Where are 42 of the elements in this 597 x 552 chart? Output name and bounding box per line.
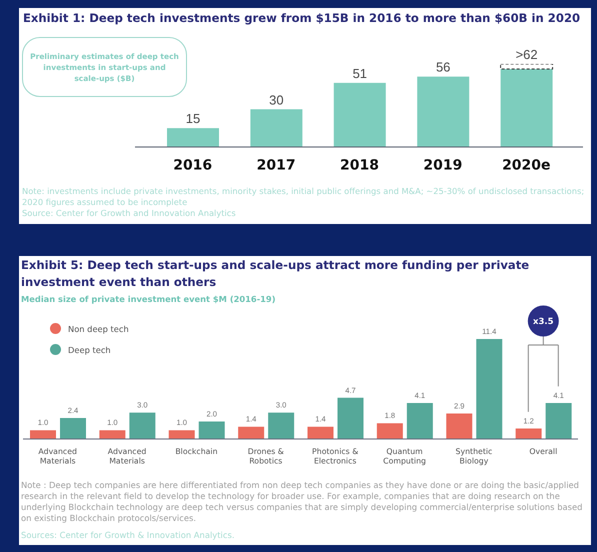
source-note: Source: Center for Growth and Innovation Analytics [22,208,237,219]
bar [516,428,542,439]
bar [500,69,553,147]
bar [99,430,126,439]
data-label: 56 [436,60,450,75]
bar [198,421,225,439]
x-tick-label: 2017 [256,158,296,174]
chart-title: Exhibit 1: Deep tech investments grew from $15B in 2016 to more than $60B in 2020 [23,10,582,26]
bar [308,426,334,439]
data-label: >62 [516,47,538,62]
x-tick-label: 2020e [502,158,551,174]
bar [334,82,386,147]
legend-label: Deep tech [68,344,111,354]
bar [129,412,156,439]
chart-subtitle: Median size of private investment event $M (2016-19) [21,294,276,304]
bar [376,423,403,439]
data-label: 51 [352,66,368,81]
chart-title: Exhibit 5: Deep tech start-ups and scale-ups attract more funding per private investment event than others [21,257,530,290]
source-note: Sources: Center for Growth & Innovation Analytics. [21,530,236,542]
bar [30,430,56,439]
bar [167,128,219,147]
data-label: 30 [269,92,284,108]
data-label: 15 [186,111,200,126]
bar [546,403,572,439]
bar [238,426,264,439]
bar [250,109,302,147]
bar [406,403,433,439]
bar [417,76,470,147]
bar [268,412,294,439]
bar [168,430,195,439]
annotation: x3.5 [533,316,554,327]
bar [476,339,502,439]
x-tick-label: 2019 [423,158,462,174]
text: Note: investments include private investments, minority stakes, initial public offerings and M&A; ~25-30% of undisclosed transactions; 2020 figures assumed to be incomplete [22,186,586,208]
x-tick-label: 2016 [173,158,212,174]
text: Note : Deep tech companies are here differentiated from non deep tech companies as they have done or are doing the basic/applied research in the relevant field to develop the technology for broader use. For example, companies that are doing research on the underlying Blockchain technology are deep tech versus companies that are simply developing commercial/enterprise solutions based on existing Blockchain protocols/services. [21,480,584,524]
bar [446,414,472,439]
bar [60,418,86,439]
bar [338,398,364,439]
bar [500,64,554,70]
legend-label: Non deep tech [68,324,129,334]
x-tick-label: 2018 [340,158,379,174]
